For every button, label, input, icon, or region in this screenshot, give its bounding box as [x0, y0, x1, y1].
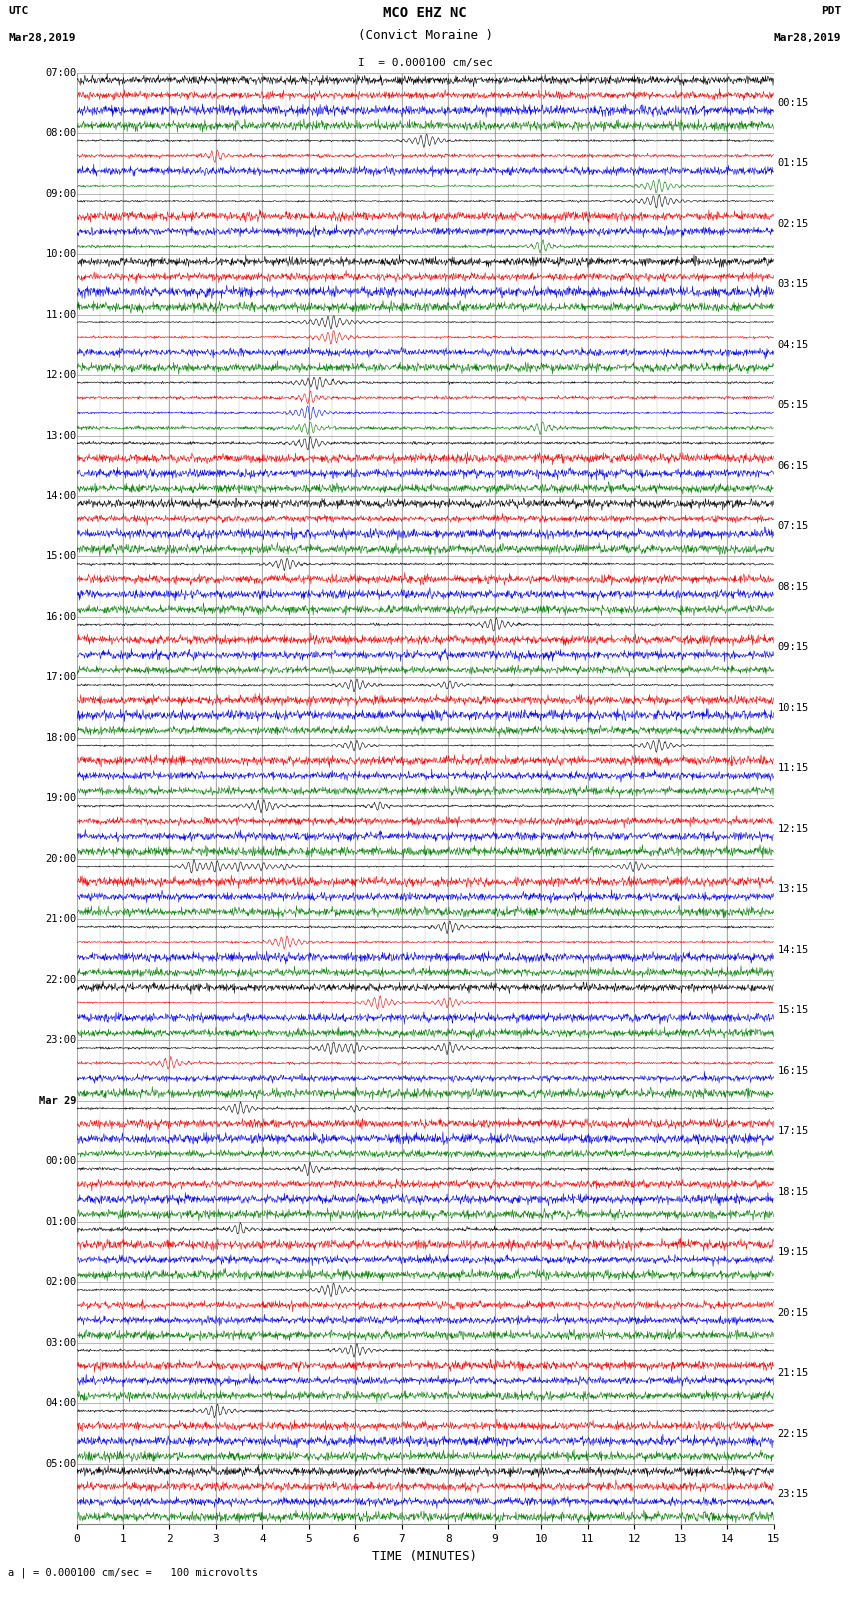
- Text: 00:00: 00:00: [45, 1157, 76, 1166]
- Text: 21:15: 21:15: [777, 1368, 808, 1378]
- Text: 01:15: 01:15: [777, 158, 808, 168]
- Text: 14:15: 14:15: [777, 945, 808, 955]
- Text: 08:00: 08:00: [45, 127, 76, 139]
- Text: 05:00: 05:00: [45, 1458, 76, 1469]
- Text: 02:15: 02:15: [777, 219, 808, 229]
- Text: 03:00: 03:00: [45, 1337, 76, 1348]
- Text: 21:00: 21:00: [45, 915, 76, 924]
- Text: I  = 0.000100 cm/sec: I = 0.000100 cm/sec: [358, 58, 492, 68]
- Text: UTC: UTC: [8, 6, 29, 16]
- Text: 06:15: 06:15: [777, 461, 808, 471]
- Text: 03:15: 03:15: [777, 279, 808, 289]
- Text: 16:00: 16:00: [45, 611, 76, 623]
- Text: 00:15: 00:15: [777, 98, 808, 108]
- Text: 14:00: 14:00: [45, 490, 76, 502]
- Text: 13:15: 13:15: [777, 884, 808, 894]
- Text: 09:15: 09:15: [777, 642, 808, 652]
- Text: PDT: PDT: [821, 6, 842, 16]
- Text: a | = 0.000100 cm/sec =   100 microvolts: a | = 0.000100 cm/sec = 100 microvolts: [8, 1568, 258, 1579]
- Text: 12:15: 12:15: [777, 824, 808, 834]
- Text: 17:00: 17:00: [45, 673, 76, 682]
- Text: 08:15: 08:15: [777, 582, 808, 592]
- Text: 01:00: 01:00: [45, 1216, 76, 1227]
- Text: 23:15: 23:15: [777, 1489, 808, 1498]
- Text: Mar28,2019: Mar28,2019: [774, 32, 842, 42]
- Text: 09:00: 09:00: [45, 189, 76, 198]
- Text: 22:00: 22:00: [45, 974, 76, 986]
- Text: (Convict Moraine ): (Convict Moraine ): [358, 29, 492, 42]
- Text: 02:00: 02:00: [45, 1277, 76, 1287]
- Text: 20:15: 20:15: [777, 1308, 808, 1318]
- Text: 11:00: 11:00: [45, 310, 76, 319]
- Text: 05:15: 05:15: [777, 400, 808, 410]
- Text: 07:15: 07:15: [777, 521, 808, 531]
- Text: 11:15: 11:15: [777, 763, 808, 773]
- Text: 19:00: 19:00: [45, 794, 76, 803]
- Text: 15:15: 15:15: [777, 1005, 808, 1015]
- Text: Mar 29: Mar 29: [39, 1095, 76, 1107]
- Text: 04:00: 04:00: [45, 1398, 76, 1408]
- Text: 18:00: 18:00: [45, 732, 76, 744]
- X-axis label: TIME (MINUTES): TIME (MINUTES): [372, 1550, 478, 1563]
- Text: Mar28,2019: Mar28,2019: [8, 32, 76, 42]
- Text: 13:00: 13:00: [45, 431, 76, 440]
- Text: 23:00: 23:00: [45, 1036, 76, 1045]
- Text: 10:00: 10:00: [45, 248, 76, 260]
- Text: 17:15: 17:15: [777, 1126, 808, 1136]
- Text: 04:15: 04:15: [777, 340, 808, 350]
- Text: 18:15: 18:15: [777, 1187, 808, 1197]
- Text: MCO EHZ NC: MCO EHZ NC: [383, 6, 467, 19]
- Text: 10:15: 10:15: [777, 703, 808, 713]
- Text: 20:00: 20:00: [45, 853, 76, 865]
- Text: 16:15: 16:15: [777, 1066, 808, 1076]
- Text: 22:15: 22:15: [777, 1429, 808, 1439]
- Text: 15:00: 15:00: [45, 552, 76, 561]
- Text: 12:00: 12:00: [45, 369, 76, 381]
- Text: 19:15: 19:15: [777, 1247, 808, 1257]
- Text: 07:00: 07:00: [45, 68, 76, 77]
